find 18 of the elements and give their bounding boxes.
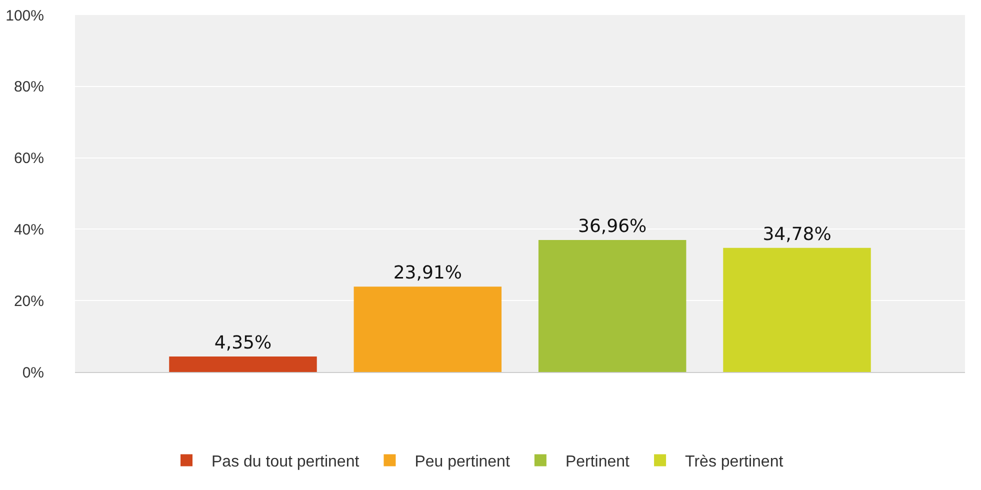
data-label: 23,91% <box>393 262 462 284</box>
y-tick-label: 80% <box>14 78 44 96</box>
data-label: 4,35% <box>214 332 272 354</box>
legend-label: Très pertinent <box>685 454 784 471</box>
y-tick-label: 40% <box>14 221 44 238</box>
y-tick-label: 60% <box>14 150 44 168</box>
bar <box>723 248 871 372</box>
bar <box>169 356 317 372</box>
y-tick-label: 0% <box>22 364 44 382</box>
data-label: 34,78% <box>762 224 832 245</box>
y-tick-label: 20% <box>14 292 44 310</box>
bar <box>354 286 502 372</box>
data-label: 36,96% <box>578 216 647 238</box>
y-tick-label: 100% <box>6 7 44 24</box>
bar <box>538 240 686 372</box>
legend-label: Pas du tout pertinent <box>212 454 360 471</box>
legend-label: Peu pertinent <box>414 454 510 471</box>
legend-label: Pertinent <box>565 454 630 471</box>
